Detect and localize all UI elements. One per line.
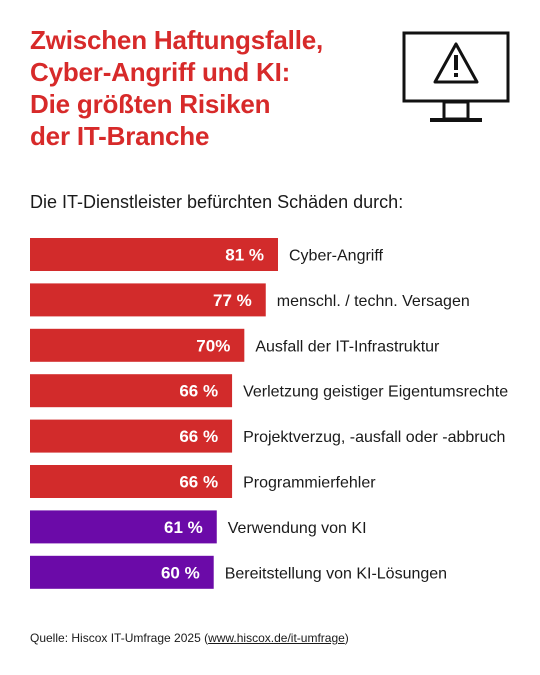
bar-category-label: Verwendung von KI (228, 520, 367, 537)
source-note: Quelle: Hiscox IT-Umfrage 2025 (www.hisc… (30, 631, 349, 645)
bar-value-label: 77 % (213, 291, 252, 310)
chart-title: Zwischen Haftungsfalle, Cyber-Angriff un… (30, 25, 324, 151)
bar-value-label: 61 % (164, 518, 203, 537)
source-prefix: Quelle: Hiscox IT-Umfrage 2025 ( (30, 631, 209, 645)
bar-chart: 81 % Cyber-Angriff 77 % menschl. / techn. V… (30, 238, 508, 589)
source-link[interactable]: www.hiscox.de/it-umfrage (208, 631, 345, 645)
bar-value-label: 66 % (179, 473, 218, 492)
bar-value-label: 70% (196, 336, 230, 355)
bar-5 (30, 419, 233, 453)
bar-value-label: 81 % (225, 246, 264, 265)
bar-2 (30, 283, 266, 317)
bar-category-label: Cyber-Angriff (289, 248, 384, 265)
bar-8 (30, 555, 214, 589)
bar-3 (30, 328, 245, 362)
chart-subtitle: Die IT-Dienstleister befürchten Schäden … (30, 192, 404, 212)
source-suffix: ) (344, 631, 349, 645)
bar-4 (30, 374, 233, 408)
bar-category-label: Projektverzug, -ausfall oder -abbruch (243, 429, 505, 446)
bar-1 (30, 238, 278, 271)
monitor-warning-icon (402, 31, 510, 122)
bar-value-label: 66 % (179, 427, 218, 446)
bar-category-label: Ausfall der IT-Infrastruktur (255, 338, 440, 355)
bar-value-label: 66 % (179, 382, 218, 401)
bar-category-label: Programmierfehler (243, 475, 376, 492)
bar-category-label: menschl. / techn. Versagen (277, 293, 470, 310)
bar-value-label: 60 % (161, 563, 200, 582)
bar-category-label: Verletzung geistiger Eigentumsrechte (243, 384, 508, 401)
bar-category-label: Bereitstellung von KI-Lösungen (225, 565, 447, 582)
bar-6 (30, 465, 233, 498)
bar-7 (30, 510, 217, 544)
